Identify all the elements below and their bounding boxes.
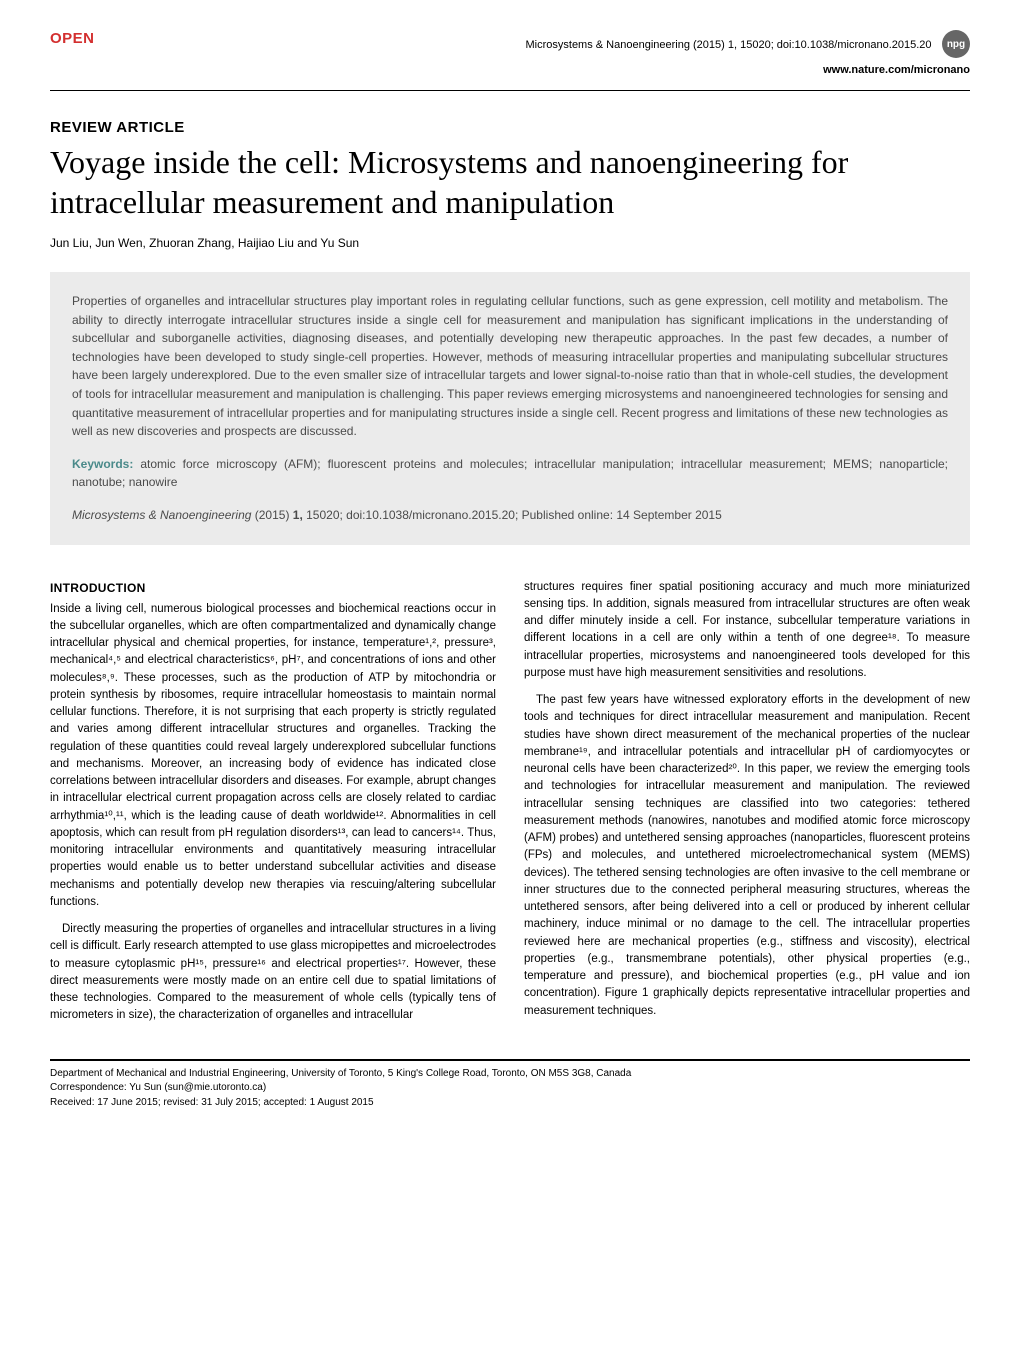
keywords-line: Keywords: atomic force microscopy (AFM);… xyxy=(72,455,948,492)
citation-journal: Microsystems & Nanoengineering xyxy=(72,508,251,522)
abstract-text: Properties of organelles and intracellul… xyxy=(72,292,948,441)
footer: Department of Mechanical and Industrial … xyxy=(50,1059,970,1111)
abstract-box: Properties of organelles and intracellul… xyxy=(50,272,970,545)
citation-volume: 1, xyxy=(293,508,303,522)
header-divider xyxy=(50,90,970,91)
abstract-citation: Microsystems & Nanoengineering (2015) 1,… xyxy=(72,506,948,525)
intro-paragraph-1: Inside a living cell, numerous biologica… xyxy=(50,601,496,912)
article-type-label: REVIEW ARTICLE xyxy=(50,119,970,136)
citation-rest: 15020; doi:10.1038/micronano.2015.20; Pu… xyxy=(303,508,722,522)
open-access-badge: OPEN xyxy=(50,30,95,47)
keywords-label: Keywords: xyxy=(72,457,133,471)
keywords-text: atomic force microscopy (AFM); fluoresce… xyxy=(72,457,948,490)
header-row: OPEN Microsystems & Nanoengineering (201… xyxy=(50,30,970,58)
journal-citation: Microsystems & Nanoengineering (2015) 1,… xyxy=(526,39,932,51)
npg-logo-badge: npg xyxy=(942,30,970,58)
intro-paragraph-3: structures requires finer spatial positi… xyxy=(524,579,970,683)
journal-url: www.nature.com/micronano xyxy=(50,64,970,76)
intro-paragraph-4: The past few years have witnessed explor… xyxy=(524,692,970,1020)
author-list: Jun Liu, Jun Wen, Zhuoran Zhang, Haijiao… xyxy=(50,236,970,250)
intro-paragraph-2: Directly measuring the properties of org… xyxy=(50,921,496,1025)
footer-affiliation: Department of Mechanical and Industrial … xyxy=(50,1067,970,1082)
body-columns: INTRODUCTION Inside a living cell, numer… xyxy=(50,579,970,1035)
footer-dates: Received: 17 June 2015; revised: 31 July… xyxy=(50,1096,970,1111)
left-column: INTRODUCTION Inside a living cell, numer… xyxy=(50,579,496,1035)
journal-header-right: Microsystems & Nanoengineering (2015) 1,… xyxy=(526,30,971,58)
article-title: Voyage inside the cell: Microsystems and… xyxy=(50,142,970,222)
footer-correspondence: Correspondence: Yu Sun (sun@mie.utoronto… xyxy=(50,1081,970,1096)
right-column: structures requires finer spatial positi… xyxy=(524,579,970,1035)
citation-year: (2015) xyxy=(251,508,292,522)
introduction-heading: INTRODUCTION xyxy=(50,579,496,597)
